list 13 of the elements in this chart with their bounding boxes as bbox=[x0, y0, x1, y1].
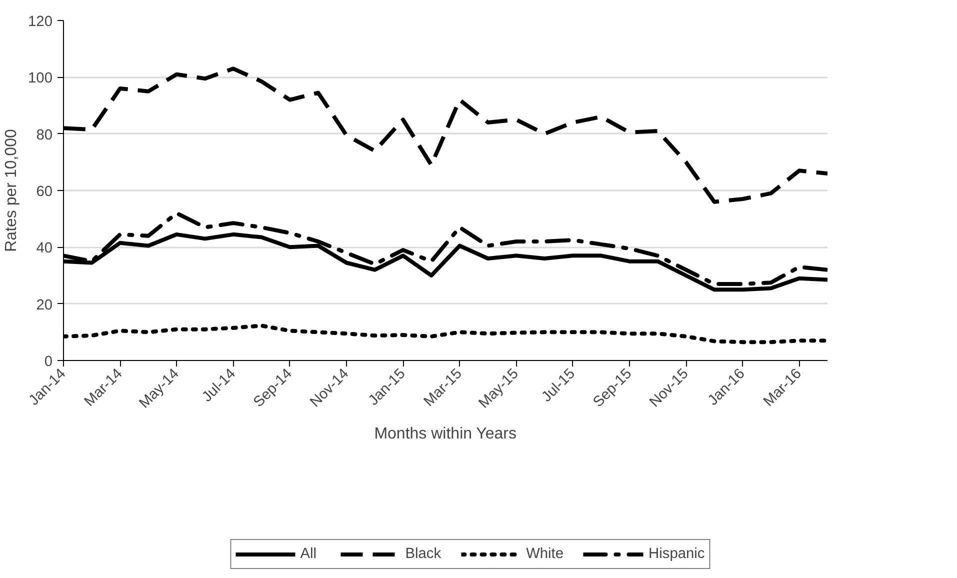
y-tick-label: 20 bbox=[36, 297, 53, 314]
legend-label: Hispanic bbox=[648, 546, 705, 562]
legend-label: All bbox=[300, 546, 318, 562]
legend-label: Black bbox=[405, 546, 442, 562]
y-tick-label: 120 bbox=[28, 14, 53, 30]
y-tick-label: 0 bbox=[44, 354, 53, 370]
y-tick-label: 100 bbox=[28, 70, 53, 87]
x-axis-title: Months within Years bbox=[374, 425, 517, 442]
y-axis-title: Rates per 10,000 bbox=[3, 129, 20, 252]
y-tick-label: 60 bbox=[36, 184, 53, 200]
y-tick-label: 40 bbox=[36, 240, 53, 257]
y-tick-label: 80 bbox=[36, 127, 53, 144]
legend-label: White bbox=[526, 546, 564, 562]
